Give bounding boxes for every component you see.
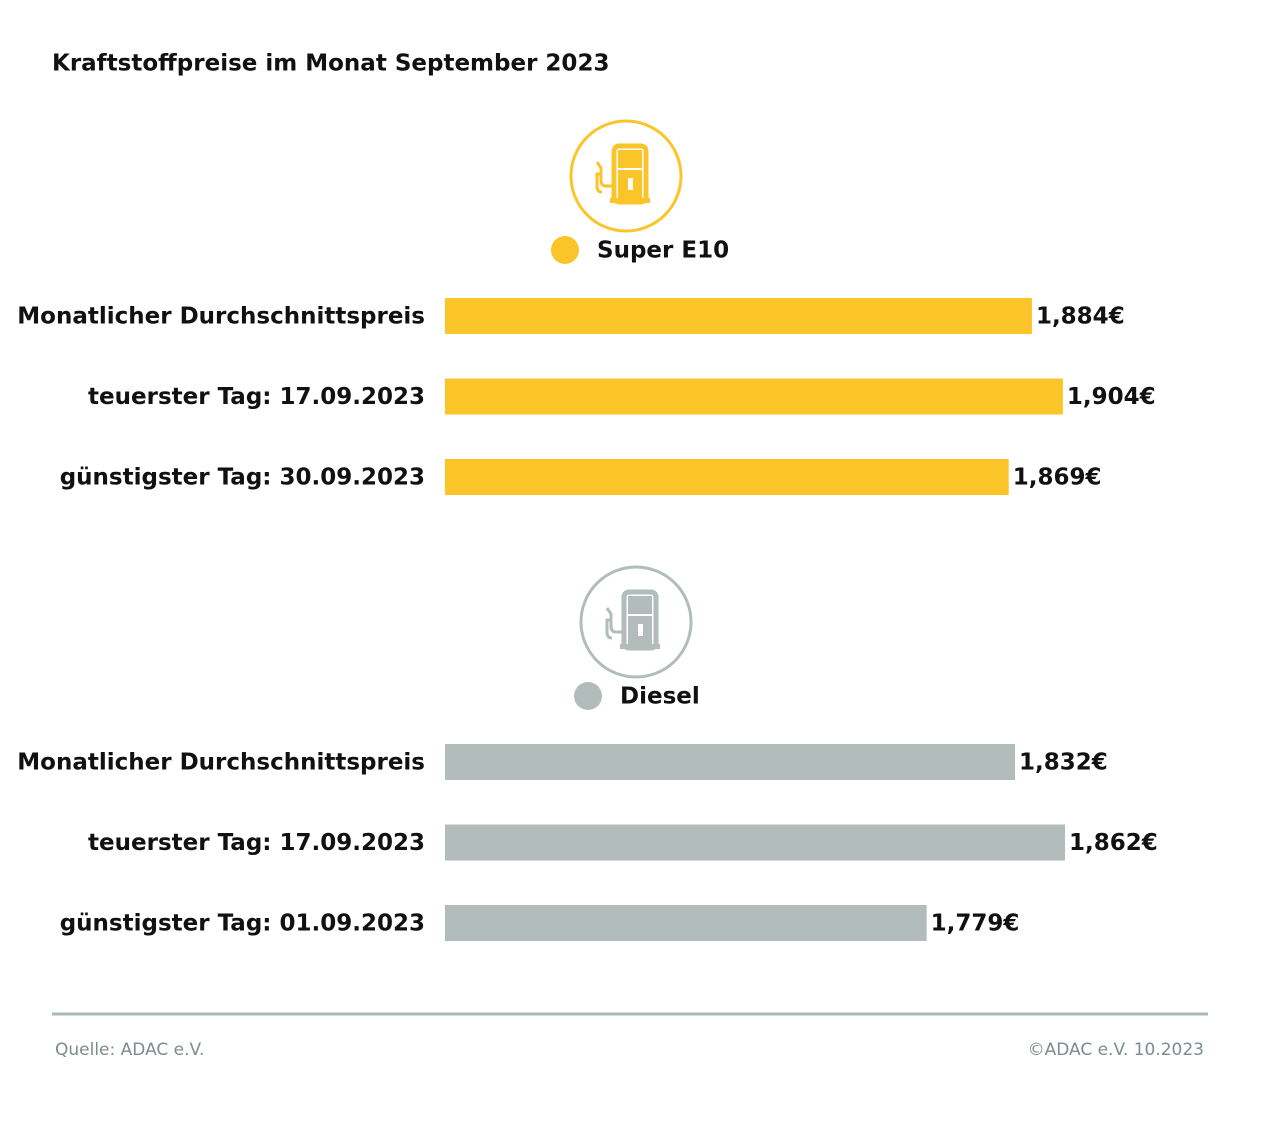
bar <box>445 744 1015 780</box>
bar <box>445 298 1032 334</box>
value-label: 1,779€ <box>931 911 1020 937</box>
bar <box>445 459 1009 495</box>
category-label: teuerster Tag: 17.09.2023 <box>88 830 425 856</box>
legend-dot <box>551 236 579 264</box>
category-label: teuerster Tag: 17.09.2023 <box>88 384 425 410</box>
category-label: Monatlicher Durchschnittspreis <box>17 750 425 776</box>
legend-label: Diesel <box>620 684 700 710</box>
category-label: günstigster Tag: 01.09.2023 <box>60 911 425 937</box>
icon-ring <box>579 565 693 679</box>
pump-base <box>620 644 660 649</box>
value-label: 1,869€ <box>1013 465 1102 491</box>
value-label: 1,904€ <box>1067 384 1156 410</box>
pump-base <box>610 198 650 203</box>
bar <box>445 378 1063 415</box>
icon-ring <box>569 119 683 233</box>
pump-hose <box>605 607 624 640</box>
title: Kraftstoffpreise im Monat September 2023 <box>52 51 609 77</box>
pump-window <box>618 150 642 168</box>
pump-hose <box>595 161 614 194</box>
value-label: 1,862€ <box>1069 830 1158 856</box>
pump-slot <box>638 624 643 636</box>
category-label: Monatlicher Durchschnittspreis <box>17 304 425 330</box>
value-label: 1,832€ <box>1019 750 1108 776</box>
pump-window <box>628 596 652 614</box>
category-label: günstigster Tag: 30.09.2023 <box>60 465 425 491</box>
value-label: 1,884€ <box>1036 304 1125 330</box>
bar <box>445 905 927 941</box>
copyright: ©ADAC e.V. 10.2023 <box>1028 1040 1204 1060</box>
pump-slot <box>628 178 633 190</box>
source: Quelle: ADAC e.V. <box>55 1040 204 1060</box>
legend-dot <box>574 682 602 710</box>
bar <box>445 824 1065 861</box>
fuel-icon <box>579 565 693 679</box>
legend-label: Super E10 <box>597 238 729 264</box>
fuel-icon <box>569 119 683 233</box>
